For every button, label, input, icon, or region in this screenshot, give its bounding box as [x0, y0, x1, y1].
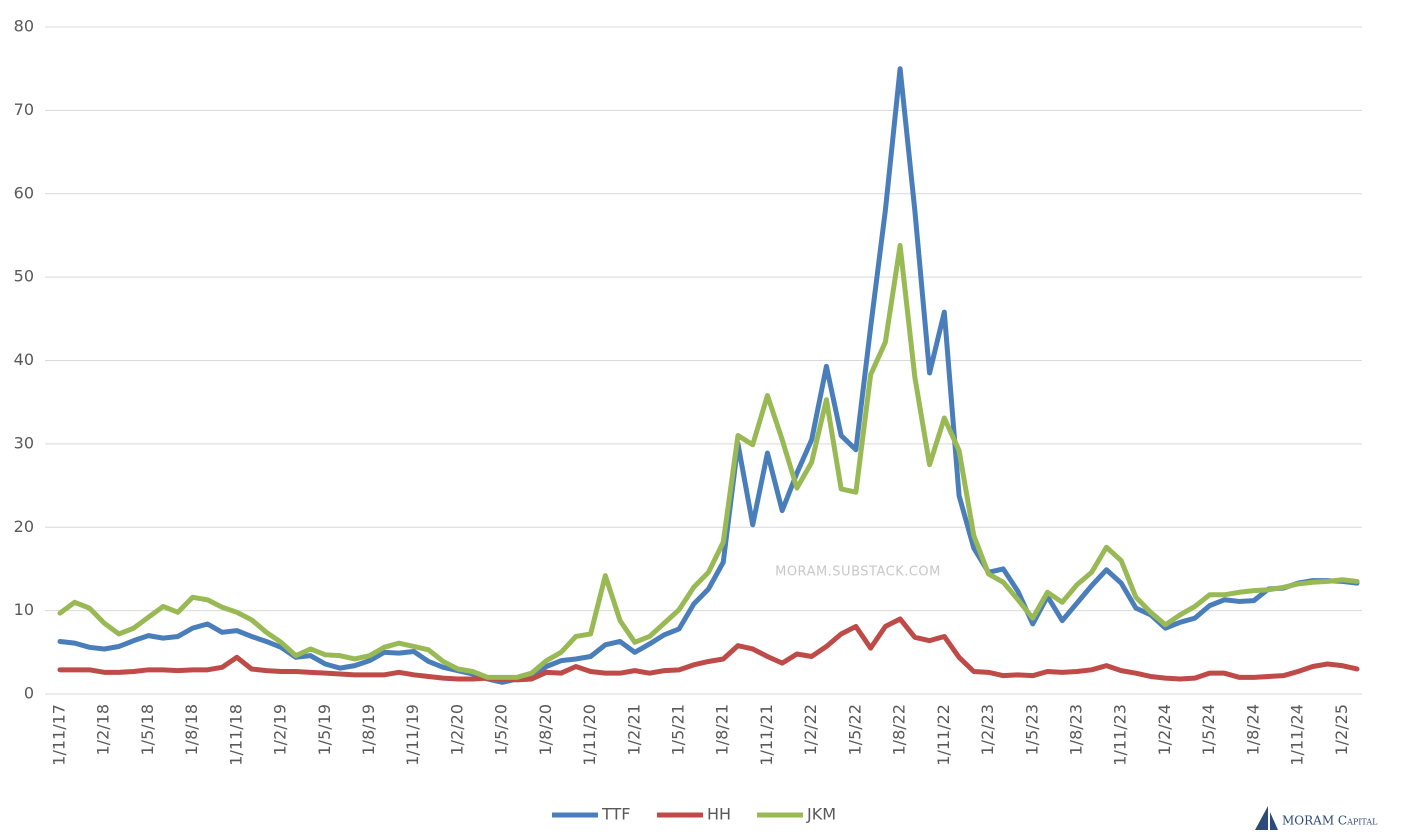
x-tick-label: 1/11/20	[580, 704, 599, 766]
x-tick-label: 1/2/22	[801, 704, 820, 756]
x-tick-label: 1/11/23	[1111, 704, 1130, 766]
series-line	[57, 616, 1360, 683]
legend-label: HH	[707, 805, 731, 824]
y-tick-label: 40	[14, 350, 34, 369]
x-tick-label: 1/8/19	[359, 704, 378, 756]
x-tick-label: 1/2/23	[978, 704, 997, 756]
legend-label: TTF	[601, 805, 630, 824]
x-tick-label: 1/8/22	[890, 704, 909, 756]
series-line	[57, 242, 1360, 680]
x-tick-label: 1/11/18	[226, 704, 245, 766]
x-tick-label: 1/8/21	[713, 704, 732, 756]
y-tick-label: 80	[14, 17, 34, 36]
x-tick-label: 1/5/20	[492, 704, 511, 756]
x-tick-label: 1/11/21	[757, 704, 776, 766]
legend-label: JKM	[806, 805, 836, 824]
watermark: MORAM.SUBSTACK.COM	[775, 565, 941, 580]
x-tick-label: 1/5/22	[845, 704, 864, 756]
y-tick-label: 70	[14, 100, 34, 119]
logo-text: MORAM Capital	[1282, 814, 1378, 828]
logo-icon	[1255, 806, 1278, 830]
x-tick-label: 1/5/24	[1199, 704, 1218, 756]
y-tick-label: 50	[14, 267, 34, 286]
x-tick-label: 1/11/17	[50, 704, 69, 766]
x-tick-label: 1/11/24	[1288, 704, 1307, 766]
x-tick-label: 1/5/23	[1022, 704, 1041, 756]
x-tick-label: 1/2/21	[624, 704, 643, 756]
x-tick-label: 1/5/19	[315, 704, 334, 756]
x-tick-label: 1/2/24	[1155, 704, 1174, 756]
x-tick-label: 1/2/18	[94, 704, 113, 756]
x-tick-label: 1/5/18	[138, 704, 157, 756]
x-tick-label: 1/8/20	[536, 704, 555, 756]
x-tick-label: 1/11/22	[934, 704, 953, 766]
y-tick-label: 20	[14, 517, 34, 536]
x-tick-label: 1/11/19	[403, 704, 422, 766]
x-tick-label: 1/2/25	[1332, 704, 1351, 756]
x-tick-label: 1/2/19	[271, 704, 290, 756]
x-tick-label: 1/8/24	[1243, 704, 1262, 756]
y-tick-label: 0	[24, 684, 34, 703]
y-tick-label: 10	[14, 600, 34, 619]
x-tick-label: 1/5/21	[669, 704, 688, 756]
x-tick-label: 1/8/23	[1066, 704, 1085, 756]
series-line	[57, 66, 1360, 685]
x-tick-label: 1/2/20	[447, 704, 466, 756]
x-tick-label: 1/8/18	[182, 704, 201, 756]
y-tick-label: 60	[14, 183, 34, 202]
y-tick-label: 30	[14, 433, 34, 452]
